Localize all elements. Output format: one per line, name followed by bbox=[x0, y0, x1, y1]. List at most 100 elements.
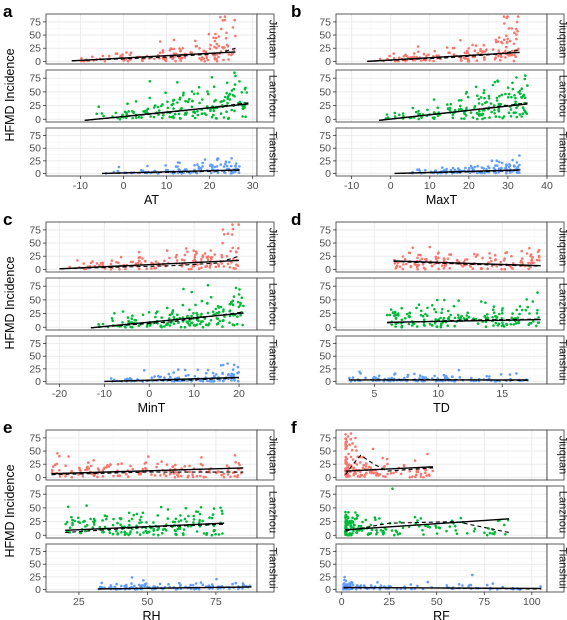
data-point bbox=[393, 533, 396, 537]
data-point bbox=[203, 60, 207, 63]
data-point bbox=[200, 258, 203, 261]
data-point bbox=[98, 526, 102, 529]
data-point bbox=[452, 304, 456, 308]
data-point bbox=[447, 309, 450, 313]
data-point bbox=[419, 253, 422, 257]
data-point bbox=[227, 58, 230, 61]
data-point bbox=[191, 114, 194, 118]
data-point bbox=[436, 114, 440, 118]
y-tick-label: 75 bbox=[29, 73, 41, 85]
data-point bbox=[518, 154, 521, 157]
y-tick-label: 25 bbox=[319, 459, 331, 471]
data-point bbox=[415, 306, 418, 310]
data-point bbox=[393, 115, 397, 118]
data-point bbox=[498, 94, 501, 98]
y-axis-title: HFMD Incidence bbox=[3, 256, 17, 349]
y-tick-label: 25 bbox=[319, 155, 331, 167]
data-point bbox=[131, 467, 134, 471]
data-point bbox=[408, 476, 412, 479]
data-point bbox=[141, 511, 145, 515]
data-point bbox=[476, 94, 479, 97]
data-point bbox=[523, 77, 526, 81]
data-point bbox=[173, 112, 177, 116]
data-point bbox=[163, 325, 166, 328]
data-point bbox=[225, 43, 229, 47]
data-point bbox=[436, 298, 439, 302]
data-point bbox=[96, 467, 100, 470]
data-point bbox=[196, 92, 199, 95]
data-point bbox=[231, 582, 234, 586]
data-point bbox=[442, 316, 446, 320]
data-point bbox=[199, 166, 203, 170]
panel-letter-d: d bbox=[291, 210, 301, 229]
data-point bbox=[480, 171, 484, 175]
data-point bbox=[536, 291, 539, 294]
data-point bbox=[143, 462, 147, 465]
data-point bbox=[198, 518, 201, 522]
data-point bbox=[146, 164, 149, 168]
data-point bbox=[227, 95, 230, 98]
data-point bbox=[488, 166, 491, 170]
data-point bbox=[433, 49, 437, 53]
data-point bbox=[208, 469, 211, 472]
data-point bbox=[413, 459, 417, 462]
data-point bbox=[135, 116, 138, 119]
data-point bbox=[483, 116, 486, 120]
data-point bbox=[472, 168, 475, 171]
data-point bbox=[58, 469, 61, 472]
data-point bbox=[158, 40, 162, 43]
data-point bbox=[493, 253, 497, 257]
data-point bbox=[188, 97, 191, 101]
data-point bbox=[222, 308, 225, 312]
data-point bbox=[80, 57, 83, 60]
data-point bbox=[415, 325, 419, 328]
data-point bbox=[130, 585, 133, 589]
y-tick-label: 50 bbox=[29, 446, 41, 458]
data-point bbox=[141, 313, 145, 317]
y-tick-label: 25 bbox=[319, 363, 331, 375]
data-point bbox=[229, 164, 233, 168]
data-point bbox=[193, 164, 196, 167]
data-point bbox=[193, 116, 197, 120]
data-point bbox=[171, 57, 175, 61]
data-point bbox=[488, 116, 491, 119]
data-point bbox=[209, 319, 213, 322]
data-point bbox=[241, 115, 244, 118]
data-point bbox=[180, 258, 184, 262]
data-point bbox=[168, 49, 172, 52]
data-point bbox=[159, 324, 163, 328]
data-point bbox=[488, 375, 491, 378]
data-point bbox=[240, 91, 244, 94]
y-tick-label: 0 bbox=[325, 264, 331, 276]
data-point bbox=[176, 171, 180, 175]
data-point bbox=[500, 93, 504, 97]
data-point bbox=[445, 46, 449, 49]
y-tick-label: 0 bbox=[35, 472, 41, 484]
data-point bbox=[459, 516, 463, 520]
data-point bbox=[518, 171, 521, 174]
y-tick-label: 50 bbox=[319, 86, 331, 98]
data-point bbox=[126, 316, 130, 319]
y-tick-label: 50 bbox=[319, 351, 331, 363]
data-point bbox=[237, 247, 240, 250]
data-point bbox=[196, 263, 199, 266]
data-point bbox=[184, 374, 188, 378]
strip-background bbox=[256, 543, 275, 593]
data-point bbox=[158, 582, 162, 586]
data-point bbox=[225, 110, 228, 113]
data-point bbox=[221, 532, 224, 535]
data-point bbox=[472, 317, 475, 320]
y-tick-label: 75 bbox=[29, 432, 41, 444]
data-point bbox=[192, 249, 195, 252]
data-point bbox=[355, 584, 359, 587]
data-point bbox=[518, 312, 521, 316]
data-point bbox=[491, 582, 495, 585]
data-point bbox=[515, 161, 519, 164]
strip-label-jiuquan: Jiuquan bbox=[267, 20, 279, 59]
data-point bbox=[207, 32, 211, 36]
data-point bbox=[199, 322, 202, 326]
data-point bbox=[95, 112, 98, 116]
data-point bbox=[511, 87, 515, 91]
